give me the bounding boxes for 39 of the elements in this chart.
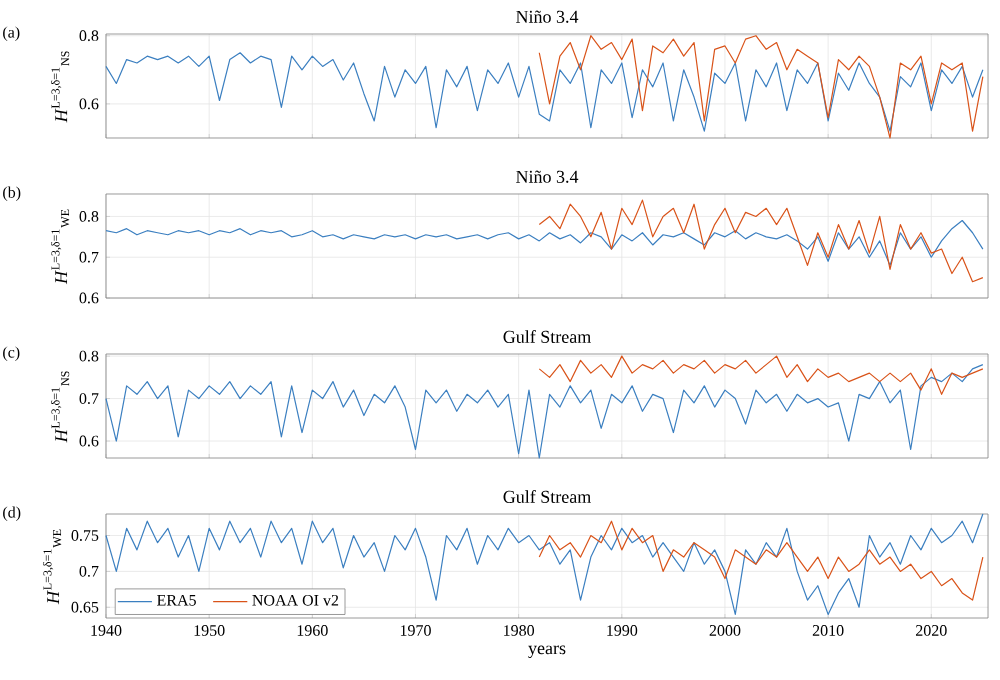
- y-tick-label: 0.65: [71, 601, 99, 613]
- x-tick-label: 1970: [400, 625, 431, 636]
- y-tick-label: 0.7: [79, 565, 99, 577]
- chart-title: Gulf Stream: [503, 490, 591, 503]
- x-tick-label: 2020: [915, 625, 947, 636]
- legend-label: ERA5: [157, 594, 196, 606]
- x-tick-label: 1980: [504, 625, 535, 636]
- y-tick-label: 0.8: [79, 211, 99, 222]
- line-series: [105, 219, 984, 266]
- x-tick-label: 2000: [709, 625, 741, 636]
- x-tick-label: 1990: [607, 625, 638, 636]
- x-tick-label: 2010: [812, 625, 844, 636]
- line-series: [538, 355, 984, 395]
- y-tick-label: 0.8: [79, 30, 99, 42]
- line-series: [105, 52, 984, 132]
- x-tick-label: 1950: [194, 625, 225, 636]
- line-series: [538, 520, 984, 601]
- y-tick-label: 0.6: [79, 98, 99, 110]
- chart-title: Gulf Stream: [503, 330, 591, 343]
- y-tick-label: 0.8: [79, 350, 99, 362]
- x-tick-label: 1940: [91, 625, 122, 636]
- text: (c): [3, 346, 20, 361]
- text: (a): [3, 26, 20, 41]
- line-series: [538, 199, 984, 283]
- legend-label: NOAA OI v2: [252, 594, 339, 606]
- line-series: [105, 513, 984, 616]
- text: (d): [3, 506, 21, 521]
- line-series: [105, 364, 984, 459]
- y-tick-label: 0.7: [79, 251, 99, 263]
- text: (b): [3, 186, 21, 201]
- y-tick-label: 0.75: [71, 530, 99, 541]
- line-series: [538, 35, 984, 139]
- y-tick-label: 0.6: [79, 292, 99, 304]
- chart-title: Niño 3.4: [516, 170, 579, 183]
- y-tick-label: 0.6: [79, 435, 99, 447]
- chart-title: Niño 3.4: [516, 10, 579, 23]
- x-tick-label: 1960: [297, 625, 328, 636]
- x-axis-title: years: [528, 645, 566, 658]
- y-tick-label: 0.7: [79, 393, 99, 404]
